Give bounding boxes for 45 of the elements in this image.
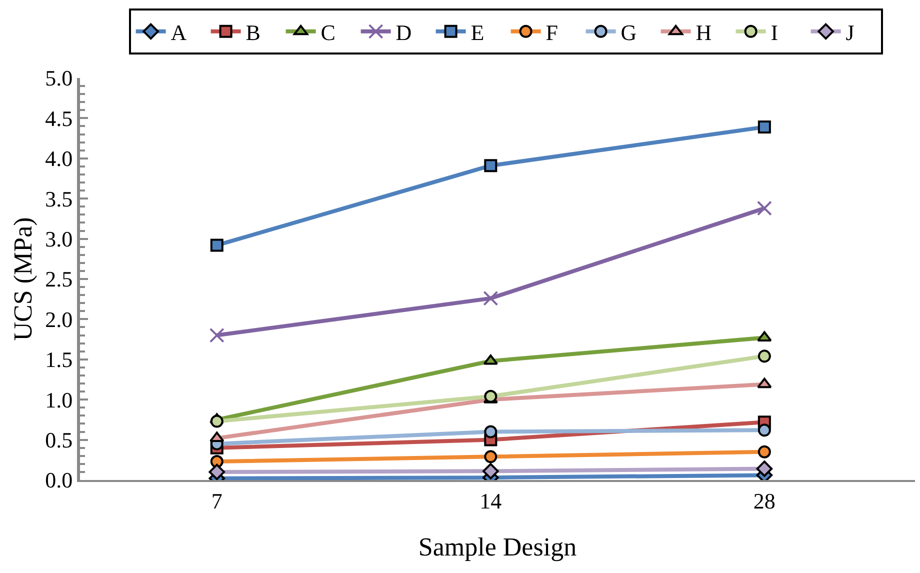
point xyxy=(758,445,771,458)
y-tick-label: 2.5 xyxy=(45,266,73,292)
legend-label: I xyxy=(770,20,778,45)
point xyxy=(483,290,498,306)
y-tick-label: 0.0 xyxy=(45,468,73,493)
legend-label: A xyxy=(170,20,187,45)
y-tick-label: 1.0 xyxy=(45,387,73,412)
point xyxy=(210,432,224,442)
legend-label: E xyxy=(470,20,484,45)
y-axis-title: UCS (MPa) xyxy=(8,217,38,341)
y-tick-label: 2.0 xyxy=(45,306,73,332)
legend-label: J xyxy=(846,20,855,45)
y-tick-label: 4.5 xyxy=(45,106,73,131)
x-tick-label: 7 xyxy=(211,488,222,514)
point xyxy=(210,238,224,252)
point xyxy=(209,328,224,343)
legend-label: F xyxy=(546,20,558,45)
y-tick-label: 3.0 xyxy=(45,226,73,252)
point xyxy=(758,350,771,363)
point xyxy=(756,460,773,477)
legend-label: G xyxy=(620,20,637,45)
y-tick-label: 3.5 xyxy=(45,186,73,212)
point xyxy=(484,450,498,464)
y-tick-label: 1.5 xyxy=(45,347,73,372)
point xyxy=(484,390,498,403)
point xyxy=(484,425,498,438)
x-axis-title: Sample Design xyxy=(418,532,577,562)
legend-label: H xyxy=(696,20,712,45)
point xyxy=(757,331,772,342)
point xyxy=(482,463,499,480)
point xyxy=(757,378,772,388)
y-tick-label: 5.0 xyxy=(45,66,73,91)
legend-label: C xyxy=(320,20,336,45)
point xyxy=(208,464,226,480)
legend-label: B xyxy=(246,20,260,45)
point xyxy=(758,120,771,134)
y-tick-label: 0.5 xyxy=(45,428,73,452)
x-tick-label: 14 xyxy=(480,488,502,514)
point xyxy=(484,159,498,172)
x-tick-label: 28 xyxy=(753,488,776,514)
y-tick-label: 4.0 xyxy=(45,146,73,172)
legend-label: D xyxy=(396,20,412,45)
point xyxy=(758,424,771,437)
point xyxy=(756,200,772,216)
point xyxy=(210,414,224,428)
